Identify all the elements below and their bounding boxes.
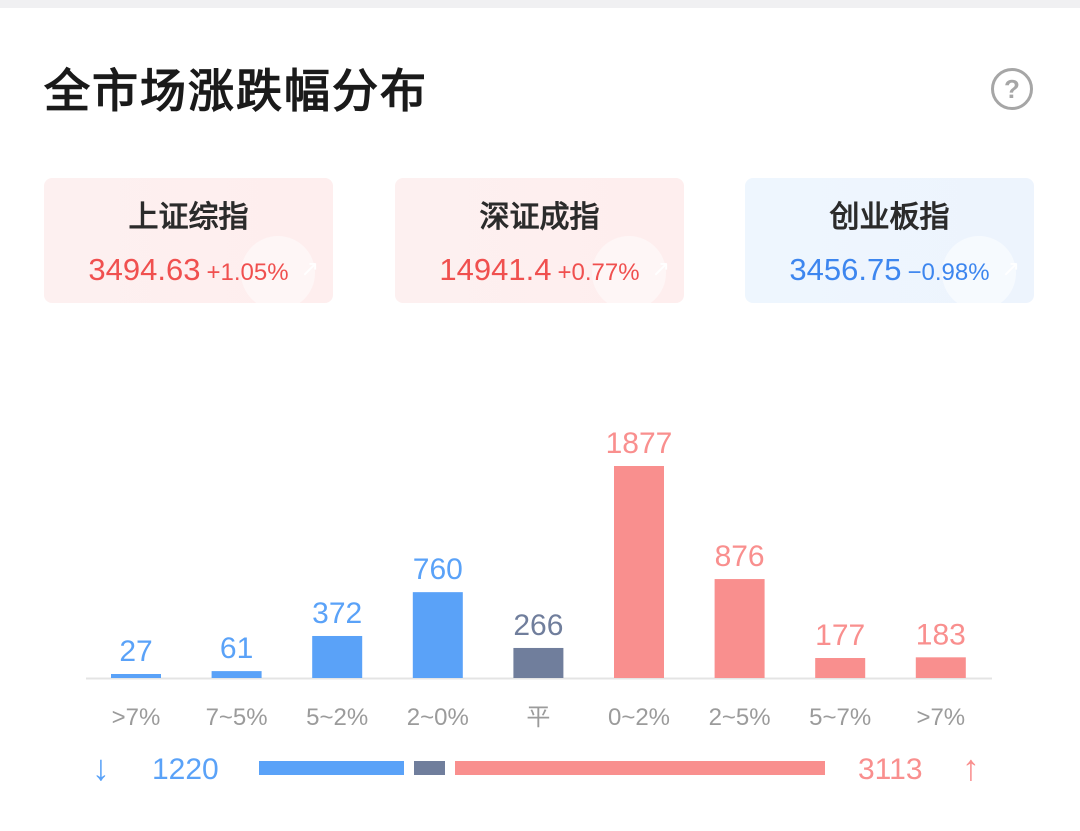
bar-1[interactable] xyxy=(211,671,262,678)
trend-arrow-icon: ↗ xyxy=(1001,256,1020,281)
category-tick-label: 5~7% xyxy=(809,704,871,731)
index-change: −0.98% xyxy=(907,259,990,286)
bar-value-label: 27 xyxy=(119,635,152,668)
up-total: 3113 xyxy=(858,753,923,786)
help-icon[interactable]: ? xyxy=(991,68,1033,110)
index-name: 创业板指 xyxy=(829,201,950,234)
bar-value-label: 760 xyxy=(413,553,463,586)
down-total: 1220 xyxy=(152,753,219,786)
bar-6[interactable] xyxy=(714,579,765,678)
bar-5[interactable] xyxy=(614,466,664,678)
summary-row: ↓ 1220 3113 ↑ xyxy=(0,740,1080,800)
card-decoration xyxy=(241,236,315,303)
category-tick-label: 5~2% xyxy=(306,704,368,731)
bar-7[interactable] xyxy=(815,658,866,678)
category-tick-label: 7~5% xyxy=(206,704,268,731)
category-tick-label: 2~0% xyxy=(407,704,469,731)
card-decoration xyxy=(592,236,666,303)
index-change: +1.05% xyxy=(206,259,289,286)
bar-value-label: 177 xyxy=(815,619,865,652)
bar-3[interactable] xyxy=(412,592,463,678)
flat-ratio-bar xyxy=(413,761,446,775)
bar-2[interactable] xyxy=(312,635,363,678)
bar-4[interactable] xyxy=(513,647,564,678)
page-title: 全市场涨跌幅分布 xyxy=(44,65,428,117)
bar-value-label: 372 xyxy=(312,597,362,630)
category-tick-label: >7% xyxy=(916,704,965,731)
category-tick-label: 2~5% xyxy=(709,704,771,731)
bar-value-label: 183 xyxy=(916,618,966,651)
index-price: 3456.75 xyxy=(789,252,902,287)
index-name: 深证成指 xyxy=(479,201,600,234)
index-price: 3494.63 xyxy=(88,252,201,287)
bar-value-label: 61 xyxy=(220,632,253,665)
bar-value-label: 876 xyxy=(715,540,765,573)
arrow-up-icon: ↑ xyxy=(962,747,980,788)
category-tick-label: >7% xyxy=(112,704,161,731)
index-name: 上证综指 xyxy=(128,201,249,234)
bar-value-label: 266 xyxy=(513,609,563,642)
category-tick-label: 0~2% xyxy=(608,704,670,731)
category-tick-label: 平 xyxy=(526,704,550,731)
up-ratio-bar xyxy=(455,761,825,775)
index-change: +0.77% xyxy=(557,259,640,286)
arrow-down-icon: ↓ xyxy=(92,747,110,788)
card-decoration xyxy=(942,236,1016,303)
index-card-shanghai[interactable]: ↗ 上证综指 3494.63 +1.05% xyxy=(44,178,333,303)
top-strip xyxy=(0,0,1080,8)
trend-arrow-icon: ↗ xyxy=(651,256,670,281)
down-ratio-bar xyxy=(259,761,404,775)
index-price: 14941.4 xyxy=(439,252,552,287)
index-card-shenzhen[interactable]: ↗ 深证成指 14941.4 +0.77% xyxy=(395,178,684,303)
bar-value-label: 1877 xyxy=(606,427,673,460)
index-card-chinext[interactable]: ↗ 创业板指 3456.75 −0.98% xyxy=(745,178,1034,303)
distribution-chart: 27 >7% 61 7~5% 372 5~2% 760 2~0% 266 平 1877 0~2% 876… xyxy=(86,427,992,731)
trend-arrow-icon: ↗ xyxy=(300,256,319,281)
bar-8[interactable] xyxy=(915,657,966,678)
bar-0[interactable] xyxy=(111,674,161,678)
